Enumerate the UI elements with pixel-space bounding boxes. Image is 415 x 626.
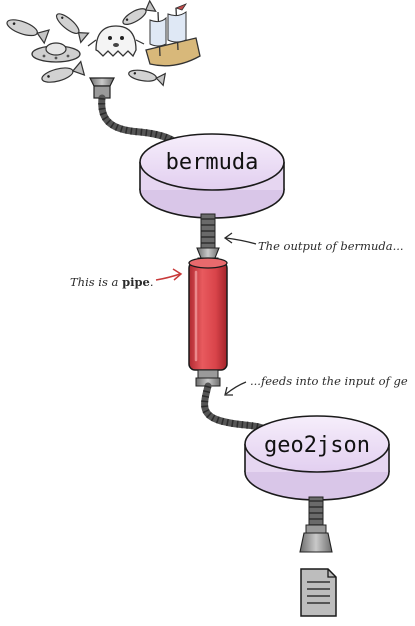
pipe-icon	[188, 257, 228, 371]
node-geo2json: geo2json	[244, 415, 390, 501]
input-items-cluster	[6, 0, 201, 87]
annotation-arrow-input	[224, 381, 247, 396]
ship-icon	[145, 3, 201, 67]
annotation-arrow-output	[223, 232, 257, 245]
fish-icon	[6, 19, 50, 45]
ghost-icon	[87, 25, 145, 58]
annotation-arrow-pipe	[155, 268, 183, 281]
document-icon	[300, 568, 337, 617]
annotation-this-is-a-pipe: This is a pipe.	[70, 275, 154, 289]
ufo-icon	[31, 42, 81, 63]
fish-icon	[128, 69, 167, 87]
output-nozzle	[299, 524, 333, 553]
fish-icon	[41, 60, 86, 83]
spring-coil	[200, 213, 216, 249]
annotation-output-of-bermuda: The output of bermuda...	[258, 239, 404, 253]
node-label-geo2json: geo2json	[264, 433, 370, 458]
node-label-bermuda: bermuda	[166, 150, 259, 175]
output-spring-coil	[308, 496, 324, 526]
fish-icon	[122, 0, 157, 25]
annotation-pipe-word: pipe	[122, 275, 150, 289]
node-bermuda: bermuda	[139, 133, 285, 219]
annotation-pipe-prefix: This is a	[70, 275, 122, 289]
annotation-feeds-into-input: ...feeds into the input of ge	[250, 374, 408, 388]
annotation-pipe-suffix: .	[150, 275, 154, 289]
fish-icon	[55, 13, 90, 44]
